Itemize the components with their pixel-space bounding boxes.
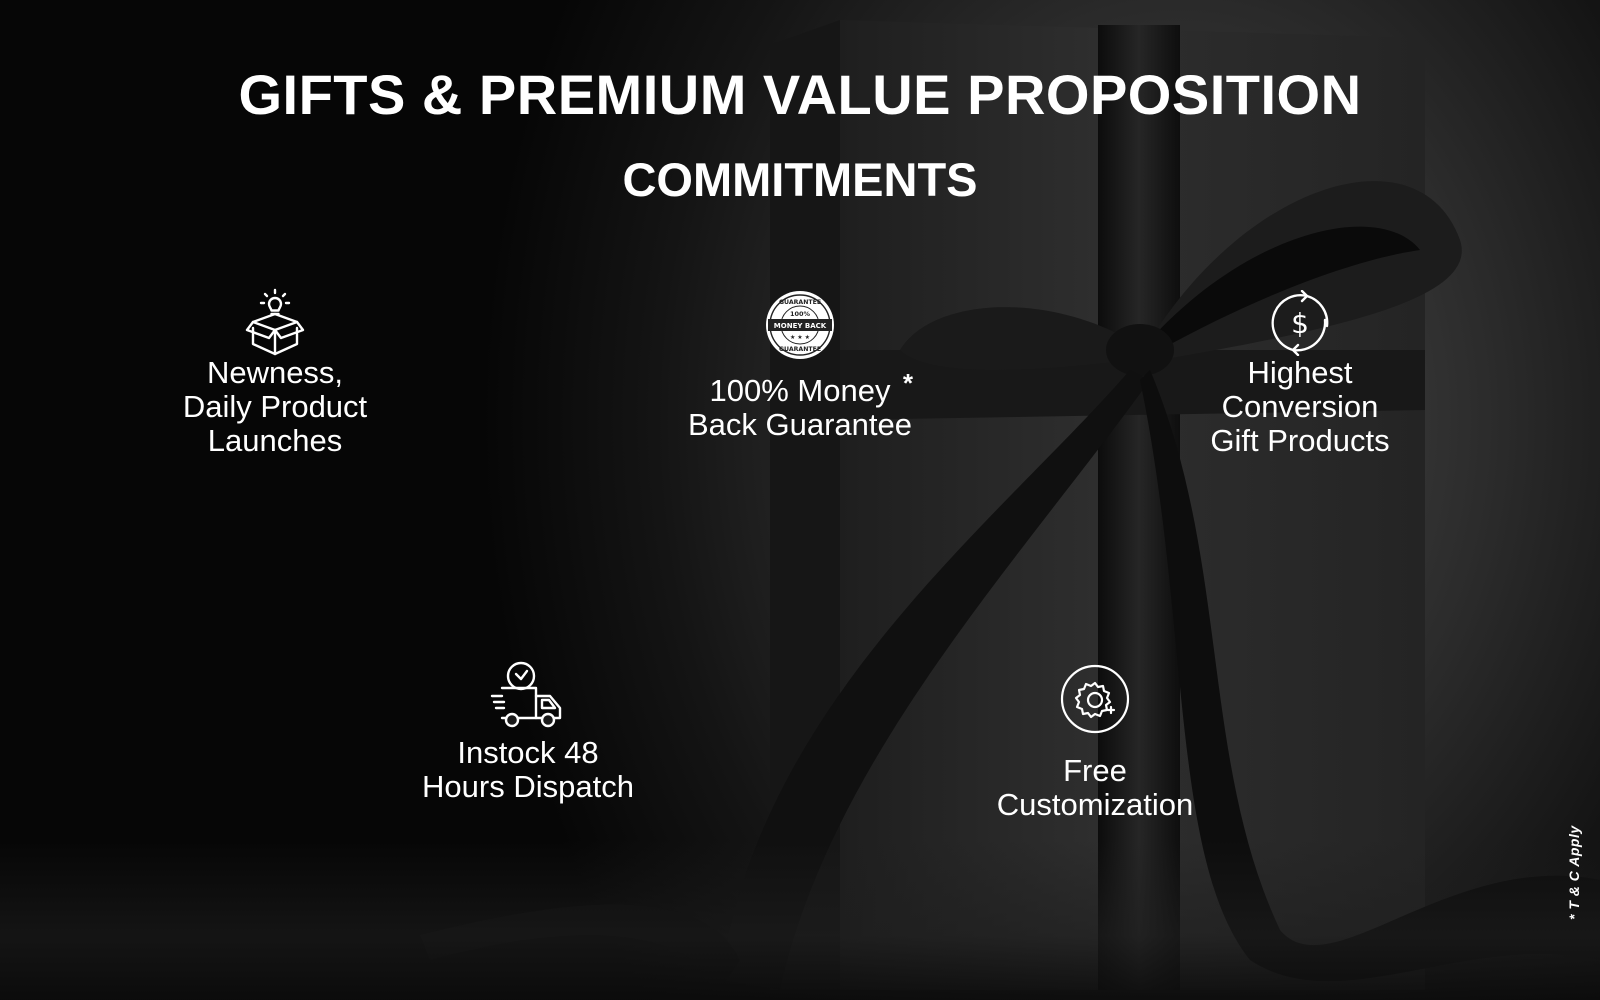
svg-text:100%: 100% [790, 310, 811, 318]
feature-money-back: GUARANTEE 100% MONEY BACK ★ ★ ★ GUARANTE… [650, 290, 950, 442]
page-subtitle: COMMITMENTS [622, 153, 978, 206]
feature-dispatch: Instock 48 Hours Dispatch [378, 660, 678, 804]
feature-conversion-label: Highest Conversion Gift Products [1210, 355, 1390, 458]
page-title: GIFTS & PREMIUM VALUE PROPOSITION [238, 63, 1362, 126]
svg-text:GUARANTEE: GUARANTEE [779, 346, 821, 353]
svg-text:★ ★ ★: ★ ★ ★ [790, 334, 810, 341]
floor-shadow [0, 840, 1600, 1000]
svg-text:GUARANTEE: GUARANTEE [779, 299, 821, 306]
feature-money-back-label: 100% Money Back Guarantee * [687, 368, 913, 442]
feature-customization: Free Customization [945, 664, 1245, 822]
feature-newness-label: Newness, Daily Product Launches [182, 355, 368, 458]
dollar-cycle-icon: $ [1271, 290, 1329, 356]
terms-asterisk: * [901, 368, 912, 398]
feature-customization-label: Free Customization [996, 753, 1194, 822]
money-back-guarantee-badge-icon: GUARANTEE 100% MONEY BACK ★ ★ ★ GUARANTE… [766, 291, 834, 359]
delivery-truck-clock-icon [490, 661, 562, 728]
svg-text:$: $ [1291, 307, 1309, 340]
feature-newness: Newness, Daily Product Launches [150, 288, 400, 458]
feature-dispatch-label: Instock 48 Hours Dispatch [422, 735, 634, 804]
terms-conditions-note: * T & C Apply [1566, 825, 1582, 920]
lightbulb-box-icon [245, 288, 305, 356]
gear-customization-icon [1060, 664, 1130, 734]
feature-conversion: $ Highest Conversion Gift Products [1150, 290, 1450, 458]
svg-text:MONEY BACK: MONEY BACK [774, 322, 827, 330]
